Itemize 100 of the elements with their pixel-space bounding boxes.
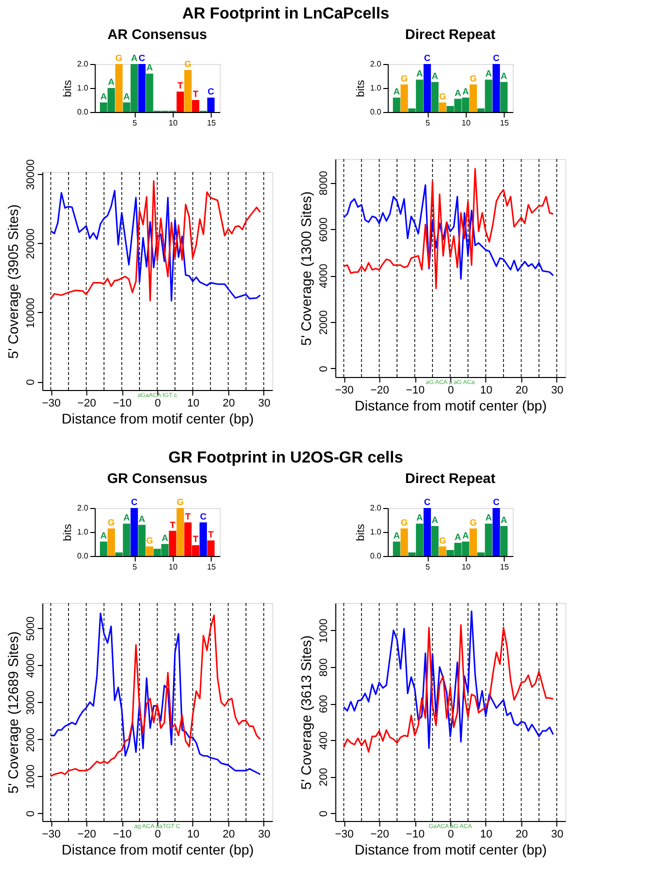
- x-tick-label: 10: [462, 118, 472, 128]
- data-label: A: [146, 62, 154, 73]
- x-tick-label: 20: [222, 828, 235, 840]
- data-label: A: [485, 512, 492, 523]
- data-label: T: [185, 511, 192, 522]
- bar: [200, 522, 207, 556]
- x-tick-label: −30: [42, 398, 61, 410]
- y-tick-label: 0.0: [370, 108, 382, 116]
- y-tick-label: 0: [24, 379, 37, 386]
- bar: [130, 508, 138, 556]
- x-tick-label: 5: [426, 562, 431, 572]
- x-axis-title: Distance from motif center (bp): [354, 398, 547, 414]
- x-tick-label: −30: [334, 828, 354, 840]
- x-tick-label: 30: [258, 828, 270, 840]
- y-tick-label: 2.0: [370, 60, 382, 68]
- y-tick-label: 1000: [24, 764, 37, 789]
- data-label: A: [462, 86, 470, 97]
- x-tick-label: −30: [42, 828, 61, 840]
- x-tick-label: 5: [426, 118, 431, 128]
- bar: [100, 542, 108, 556]
- data-label: A: [123, 91, 130, 102]
- bar: [192, 100, 200, 112]
- y-tick-label: 4000: [318, 264, 330, 288]
- y-tick-label: 2000: [318, 310, 330, 335]
- bar: [207, 540, 215, 556]
- x-tick-label: 30: [551, 828, 564, 840]
- line-series: [343, 184, 554, 280]
- y-axis-title: 5' Coverage (12689 Sites): [4, 631, 21, 794]
- x-tick-label: −30: [334, 384, 354, 396]
- x-tick-label: 15: [206, 562, 216, 572]
- x-tick-label: 0: [448, 828, 454, 840]
- bar: [108, 528, 115, 556]
- y-tick-label: 0.0: [77, 108, 89, 116]
- y-tick-label: 0: [318, 810, 330, 817]
- y-axis-title: bits: [355, 79, 368, 98]
- y-tick-label: 2.0: [370, 504, 382, 512]
- y-axis-title: bits: [62, 79, 74, 98]
- bar: [492, 508, 500, 556]
- text: GR Footprint in U2OS-GR cells: [168, 450, 404, 466]
- x-tick-label: −20: [77, 828, 96, 840]
- bar: [431, 82, 439, 112]
- y-tick-label: 8000: [318, 170, 330, 196]
- chart-title: Direct Repeat: [405, 26, 496, 42]
- y-tick-label: 2.0: [77, 504, 89, 512]
- data-label: A: [500, 71, 508, 81]
- bar: [400, 84, 408, 112]
- bar: [392, 542, 400, 556]
- data-label: A: [100, 91, 108, 102]
- x-tick-label: 10: [187, 398, 200, 410]
- x-axis-title: Distance from motif center (bp): [62, 842, 254, 858]
- y-tick-label: 4000: [24, 653, 37, 678]
- y-axis-title: 5' Coverage (3905 Sites): [4, 204, 21, 359]
- x-tick-label: 10: [462, 562, 472, 572]
- y-tick-label: 2.0: [77, 60, 89, 68]
- data-label: C: [424, 497, 431, 507]
- x-axis-title: Distance from motif center (bp): [354, 842, 547, 858]
- y-axis-title: bits: [355, 523, 368, 542]
- data-label: T: [170, 520, 176, 530]
- x-tick-label: 10: [168, 562, 178, 572]
- data-label: G: [146, 535, 154, 546]
- chart-title: Direct Repeat: [405, 470, 496, 486]
- x-axis-title: Distance from motif center (bp): [62, 410, 254, 426]
- chart-title: GR Consensus: [107, 470, 208, 486]
- x-tick-label: −10: [112, 828, 132, 840]
- x-tick-label: 10: [168, 118, 178, 128]
- y-tick-label: 20000: [24, 228, 37, 260]
- data-label: G: [470, 73, 477, 84]
- data-label: C: [493, 497, 500, 507]
- y-tick-label: 0.0: [370, 552, 382, 560]
- x-tick-label: 20: [516, 384, 528, 396]
- bar: [207, 98, 215, 112]
- data-label: G: [400, 73, 408, 84]
- y-tick-label: 1.0: [370, 84, 382, 92]
- data-label: C: [424, 53, 431, 63]
- data-label: T: [178, 80, 184, 91]
- data-label: G: [115, 53, 122, 63]
- bar: [424, 64, 431, 112]
- bar: [146, 546, 154, 556]
- data-label: G: [470, 517, 477, 528]
- data-label: A: [416, 512, 424, 523]
- bar: [176, 508, 184, 556]
- x-tick-label: −10: [406, 384, 425, 396]
- x-tick-label: −20: [370, 828, 390, 840]
- data-label: A: [123, 512, 130, 523]
- data-label: A: [416, 68, 424, 79]
- bar: [424, 508, 431, 556]
- y-tick-label: 0: [318, 366, 330, 372]
- x-tick-label: −20: [77, 398, 96, 410]
- bar: [392, 98, 400, 112]
- text: AR Footprint in LnCaPcells: [182, 6, 390, 22]
- x-tick-label: 15: [500, 562, 510, 572]
- y-tick-label: 0: [24, 810, 37, 817]
- y-axis-title: bits: [62, 523, 74, 542]
- y-tick-label: 5000: [24, 616, 37, 641]
- bar: [470, 528, 477, 556]
- line-series: [343, 168, 554, 290]
- data-label: A: [162, 533, 169, 543]
- data-label: T: [208, 529, 214, 540]
- data-label: G: [439, 91, 446, 102]
- y-tick-label: 10000: [24, 298, 37, 328]
